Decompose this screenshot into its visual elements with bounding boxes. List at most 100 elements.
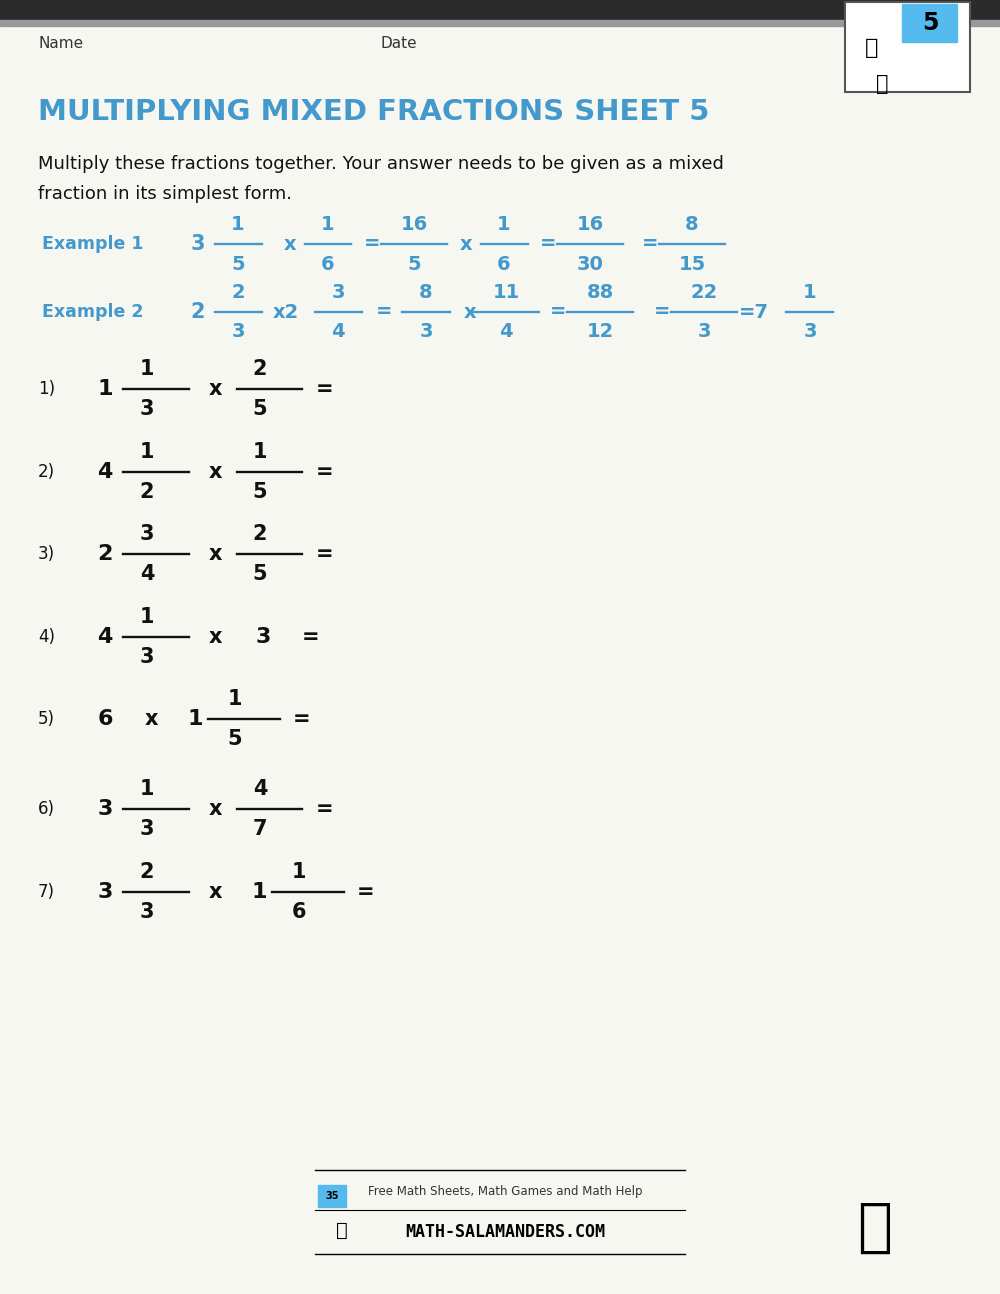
Text: =: = — [364, 234, 380, 254]
Text: 1: 1 — [321, 215, 335, 233]
Text: 8: 8 — [685, 215, 699, 233]
Text: 6: 6 — [97, 709, 113, 729]
Text: 6: 6 — [497, 255, 511, 273]
Text: =: = — [550, 303, 566, 321]
Text: =: = — [357, 883, 375, 902]
Text: 4: 4 — [253, 779, 267, 798]
Text: 3: 3 — [140, 647, 154, 666]
Text: 5: 5 — [253, 481, 267, 502]
Text: MULTIPLYING MIXED FRACTIONS SHEET 5: MULTIPLYING MIXED FRACTIONS SHEET 5 — [38, 98, 709, 126]
Text: 16: 16 — [576, 215, 604, 233]
Text: fraction in its simplest form.: fraction in its simplest form. — [38, 185, 292, 203]
Text: 1: 1 — [228, 688, 242, 709]
Text: x: x — [284, 234, 296, 254]
Text: 12: 12 — [586, 322, 614, 342]
Text: Multiply these fractions together. Your answer needs to be given as a mixed: Multiply these fractions together. Your … — [38, 155, 724, 173]
Text: 1: 1 — [292, 862, 306, 883]
Text: x2: x2 — [273, 303, 299, 321]
Text: 2: 2 — [97, 543, 113, 564]
Text: =: = — [316, 543, 334, 564]
Text: x: x — [208, 462, 222, 481]
Text: 11: 11 — [492, 282, 520, 302]
Text: 1: 1 — [803, 282, 817, 302]
Text: 1): 1) — [38, 380, 55, 399]
Text: x: x — [208, 883, 222, 902]
Text: 1: 1 — [253, 443, 267, 462]
Text: 5: 5 — [228, 729, 242, 749]
Text: 3: 3 — [231, 322, 245, 342]
Text: 1: 1 — [97, 379, 113, 399]
Text: 88: 88 — [586, 282, 614, 302]
Text: 1: 1 — [140, 607, 154, 628]
Text: 3: 3 — [140, 902, 154, 923]
Text: 30: 30 — [577, 255, 603, 273]
Text: Example 1: Example 1 — [42, 236, 144, 254]
Text: =: = — [302, 628, 320, 647]
Text: 1: 1 — [140, 779, 154, 798]
Text: 5): 5) — [38, 710, 55, 729]
Text: 35: 35 — [325, 1190, 339, 1201]
Text: =: = — [540, 234, 556, 254]
Text: 2: 2 — [253, 358, 267, 379]
Text: =: = — [376, 303, 392, 321]
Text: 6: 6 — [321, 255, 335, 273]
Text: 4: 4 — [97, 462, 113, 481]
Text: 4): 4) — [38, 628, 55, 646]
Text: 2: 2 — [140, 481, 154, 502]
Text: 3: 3 — [191, 234, 205, 254]
Text: 5: 5 — [231, 255, 245, 273]
Text: 22: 22 — [690, 282, 718, 302]
Text: 4: 4 — [140, 564, 154, 584]
Text: 6): 6) — [38, 800, 55, 818]
Text: 3: 3 — [803, 322, 817, 342]
Text: 3: 3 — [331, 282, 345, 302]
Text: 5: 5 — [253, 564, 267, 584]
Text: 🦎: 🦎 — [858, 1198, 893, 1255]
Text: 7): 7) — [38, 883, 55, 901]
Text: 1: 1 — [497, 215, 511, 233]
Text: 3: 3 — [140, 399, 154, 419]
Text: 16: 16 — [400, 215, 428, 233]
Text: 1: 1 — [140, 443, 154, 462]
Text: 2: 2 — [191, 302, 205, 322]
Text: Free Math Sheets, Math Games and Math Help: Free Math Sheets, Math Games and Math He… — [368, 1185, 642, 1198]
Text: =: = — [316, 462, 334, 481]
Text: 4: 4 — [331, 322, 345, 342]
Text: Name: Name — [38, 36, 83, 52]
Text: 1: 1 — [140, 358, 154, 379]
Text: 5: 5 — [922, 12, 938, 35]
Text: 5: 5 — [407, 255, 421, 273]
Bar — [902, 4, 957, 41]
Text: 1: 1 — [251, 883, 267, 902]
FancyBboxPatch shape — [845, 3, 970, 92]
Text: =: = — [316, 379, 334, 399]
Text: =: = — [642, 234, 658, 254]
Text: 3: 3 — [97, 883, 113, 902]
Text: 3: 3 — [697, 322, 711, 342]
Text: 1: 1 — [187, 709, 203, 729]
Text: 2): 2) — [38, 463, 55, 481]
Text: x: x — [208, 379, 222, 399]
Text: Date: Date — [380, 36, 417, 52]
Text: 3: 3 — [140, 819, 154, 839]
Bar — [0, 0, 1000, 19]
Bar — [0, 19, 1000, 26]
Text: 5: 5 — [253, 399, 267, 419]
Text: 1: 1 — [231, 215, 245, 233]
Text: x: x — [208, 798, 222, 819]
Text: =: = — [293, 709, 311, 729]
Text: 4: 4 — [499, 322, 513, 342]
Text: =: = — [316, 798, 334, 819]
Text: 7: 7 — [253, 819, 267, 839]
Text: =7: =7 — [739, 303, 769, 321]
Text: MATH-SALAMANDERS.COM: MATH-SALAMANDERS.COM — [405, 1223, 605, 1241]
Text: 3: 3 — [419, 322, 433, 342]
Text: 2: 2 — [253, 524, 267, 543]
Text: 2: 2 — [140, 862, 154, 883]
Bar — [318, 1185, 346, 1207]
Text: 8: 8 — [419, 282, 433, 302]
Text: 15: 15 — [678, 255, 706, 273]
Text: 3): 3) — [38, 545, 55, 563]
Text: 6: 6 — [292, 902, 306, 923]
Text: 3: 3 — [255, 628, 271, 647]
